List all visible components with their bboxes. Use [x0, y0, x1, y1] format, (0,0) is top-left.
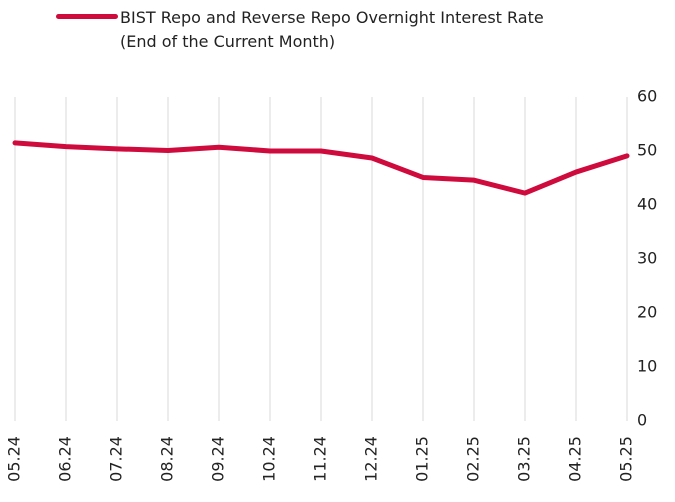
x-tick-label: 09.24 [209, 436, 228, 482]
x-tick-label: 08.24 [158, 436, 177, 482]
x-tick-label: 11.24 [311, 436, 330, 482]
y-tick-label: 20 [637, 303, 657, 322]
y-tick-label: 50 [637, 141, 657, 160]
data-line [12, 140, 630, 196]
x-tick-label: 10.24 [260, 436, 279, 482]
x-tick-label: 12.24 [362, 436, 381, 482]
y-tick-label: 30 [637, 249, 657, 268]
x-tick-label: 04.25 [566, 436, 585, 482]
y-tick-label: 40 [637, 195, 657, 214]
x-tick-label: 01.25 [413, 436, 432, 482]
y-tick-label: 10 [637, 357, 657, 376]
x-tick-label: 05.25 [617, 436, 636, 482]
y-tick-label: 0 [637, 411, 647, 430]
x-tick-label: 02.25 [464, 436, 483, 482]
legend: BIST Repo and Reverse Repo Overnight Int… [56, 6, 560, 54]
x-tick-label: 06.24 [56, 436, 75, 482]
x-tick-label: 05.24 [5, 436, 24, 482]
y-tick-label: 60 [637, 87, 657, 106]
x-tick-label: 07.24 [107, 436, 126, 482]
legend-swatch [56, 14, 118, 19]
x-tick-label: 03.25 [515, 436, 534, 482]
legend-label: BIST Repo and Reverse Repo Overnight Int… [120, 8, 544, 51]
